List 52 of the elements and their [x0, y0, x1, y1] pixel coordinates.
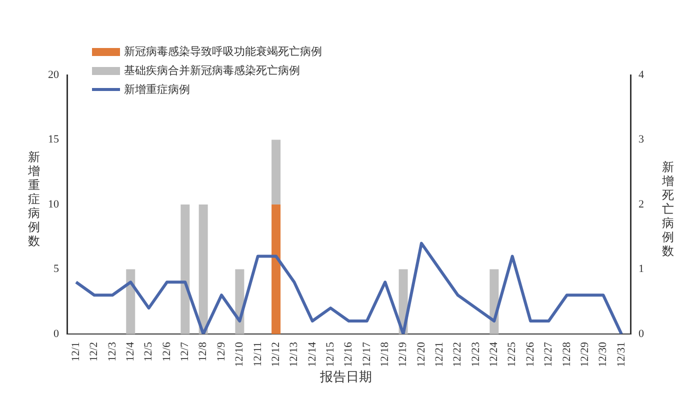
- legend-label: 新冠病毒感染导致呼吸功能衰竭死亡病例: [124, 44, 322, 59]
- bar: [272, 204, 281, 334]
- x-tick-label: 12/31: [615, 342, 628, 368]
- y2-tick-label: 1: [638, 263, 644, 276]
- x-tick-label: 12/21: [434, 342, 446, 368]
- bar: [198, 204, 208, 334]
- bar: [126, 269, 136, 334]
- y-tick-label: 20: [48, 68, 60, 81]
- y2-tick-label: 3: [638, 134, 644, 146]
- x-tick-label: 12/5: [142, 341, 155, 362]
- x-tick-label: 12/17: [360, 341, 373, 368]
- x-tick-label: 12/9: [215, 341, 228, 362]
- x-tick-label: 12/6: [160, 341, 173, 362]
- y2-tick-label: 0: [638, 328, 644, 340]
- y2-axis-title: 新增死亡病例数: [662, 160, 675, 258]
- y2-tick-label: 4: [638, 68, 644, 81]
- x-tick-label: 12/10: [234, 341, 246, 368]
- x-tick-label: 12/26: [524, 341, 536, 368]
- x-tick-label: 12/19: [397, 341, 410, 368]
- legend-label: 新增重症病例: [124, 82, 190, 97]
- y-tick-label: 5: [54, 263, 60, 276]
- y-tick-label: 15: [48, 134, 60, 146]
- x-tick-label: 12/14: [306, 341, 318, 368]
- y2-tick-label: 2: [638, 198, 644, 210]
- x-tick-label: 12/16: [342, 341, 355, 368]
- legend-label: 基础疾病合并新冠病毒感染死亡病例: [124, 63, 300, 78]
- x-tick-label: 12/12: [270, 342, 282, 368]
- x-axis-title: 报告日期: [319, 369, 373, 386]
- x-tick-label: 12/23: [470, 341, 482, 368]
- x-tick-label: 12/7: [179, 341, 192, 362]
- x-tick-label: 12/29: [578, 341, 591, 368]
- x-tick-label: 12/8: [197, 341, 210, 362]
- x-tick-label: 12/2: [88, 342, 100, 362]
- y-tick-label: 0: [54, 328, 60, 340]
- x-tick-label: 12/11: [252, 342, 264, 367]
- x-tick-label: 12/30: [597, 341, 610, 368]
- x-tick-label: 12/25: [506, 341, 518, 368]
- bar: [272, 140, 281, 204]
- x-tick-label: 12/1: [70, 342, 82, 362]
- y-axis-title: 新增重症病例数: [28, 150, 41, 248]
- bar: [180, 204, 190, 334]
- x-tick-label: 12/15: [324, 341, 336, 368]
- x-tick-label: 12/18: [378, 341, 391, 368]
- x-tick-label: 12/22: [452, 342, 464, 368]
- x-tick-label: 12/27: [542, 341, 555, 368]
- x-tick-label: 12/4: [124, 341, 137, 362]
- y-tick-label: 10: [48, 198, 60, 210]
- x-tick-label: 12/13: [288, 341, 300, 368]
- x-tick-label: 12/3: [106, 341, 118, 362]
- x-tick-label: 12/24: [488, 341, 500, 368]
- x-tick-label: 12/20: [415, 341, 428, 368]
- x-tick-label: 12/28: [560, 341, 573, 368]
